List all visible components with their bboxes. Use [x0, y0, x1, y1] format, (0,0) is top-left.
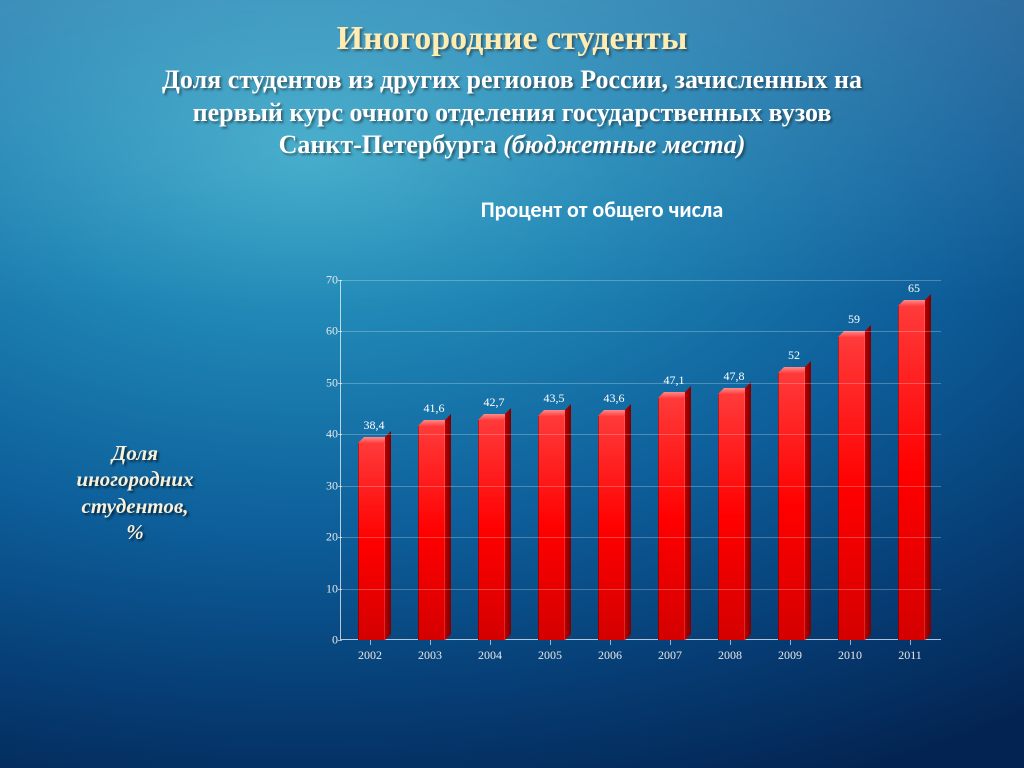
bar-side-face: [625, 404, 631, 640]
y-tick-mark: [338, 383, 342, 384]
x-tick-label: 2003: [418, 648, 442, 663]
bar-chart: 38,441,642,743,543,647,147,8525965 01020…: [300, 280, 950, 680]
y-tick-label: 50: [300, 375, 338, 390]
bar-side-face: [745, 382, 751, 640]
bar: [478, 420, 505, 640]
bar-side-face: [865, 325, 871, 640]
x-tick-mark: [550, 640, 551, 645]
gridline: [341, 280, 941, 281]
y-tick-mark: [338, 331, 342, 332]
y-tick-label: 60: [300, 324, 338, 339]
y-tick-label: 0: [300, 633, 338, 648]
x-tick-mark: [790, 640, 791, 645]
chart-title: Процент от общего числа: [180, 196, 1024, 223]
x-tick-mark: [730, 640, 731, 645]
value-label: 42,7: [469, 395, 519, 410]
y-tick-label: 30: [300, 478, 338, 493]
subtitle: Доля студентов из других регионов России…: [72, 64, 952, 162]
value-label: 47,1: [649, 373, 699, 388]
x-tick-label: 2002: [358, 648, 382, 663]
bar: [538, 416, 565, 640]
value-label: 43,5: [529, 391, 579, 406]
slide: Иногородние студенты Доля студентов из д…: [0, 0, 1024, 768]
y-axis-label-line-2: иногородних: [76, 467, 193, 491]
y-tick-label: 40: [300, 427, 338, 442]
value-label: 38,4: [349, 418, 399, 433]
subtitle-line-2: первый курс очного отделения государстве…: [193, 98, 832, 127]
bar-side-face: [805, 361, 811, 640]
y-tick-mark: [338, 280, 342, 281]
bar-side-face: [385, 431, 391, 640]
x-tick-label: 2007: [658, 648, 682, 663]
gridline: [341, 383, 941, 384]
gridline: [341, 434, 941, 435]
gridline: [341, 331, 941, 332]
bar: [778, 373, 805, 640]
chart-zone: Доля иногородних студентов, % 38,441,642…: [80, 260, 980, 730]
x-tick-mark: [670, 640, 671, 645]
y-axis-label-line-1: Доля: [112, 441, 158, 465]
y-tick-mark: [338, 589, 342, 590]
y-tick-mark: [338, 537, 342, 538]
y-axis-label: Доля иногородних студентов, %: [20, 440, 250, 545]
y-tick-mark: [338, 640, 342, 641]
gridline: [341, 486, 941, 487]
bar: [418, 426, 445, 640]
x-tick-mark: [850, 640, 851, 645]
bar: [598, 416, 625, 640]
bar: [358, 443, 385, 640]
bar-side-face: [685, 386, 691, 640]
main-title: Иногородние студенты: [0, 20, 1024, 58]
x-tick-label: 2010: [838, 648, 862, 663]
x-tick-mark: [610, 640, 611, 645]
x-tick-mark: [490, 640, 491, 645]
subtitle-line-1: Доля студентов из других регионов России…: [162, 65, 862, 94]
x-tick-label: 2009: [778, 648, 802, 663]
bar-side-face: [445, 414, 451, 640]
x-tick-label: 2005: [538, 648, 562, 663]
subtitle-line-3-plain: Санкт-Петербурга: [279, 130, 503, 159]
y-axis-label-line-4: %: [126, 520, 144, 544]
y-tick-mark: [338, 486, 342, 487]
bar-side-face: [565, 404, 571, 640]
plot-area: 38,441,642,743,543,647,147,8525965: [340, 280, 941, 640]
x-tick-label: 2008: [718, 648, 742, 663]
y-tick-label: 70: [300, 273, 338, 288]
bar-side-face: [505, 408, 511, 640]
x-tick-label: 2006: [598, 648, 622, 663]
value-label: 43,6: [589, 391, 639, 406]
gridline: [341, 589, 941, 590]
value-label: 52: [769, 348, 819, 363]
value-label: 41,6: [409, 401, 459, 416]
gridline: [341, 537, 941, 538]
x-tick-mark: [430, 640, 431, 645]
x-tick-mark: [370, 640, 371, 645]
bars-container: 38,441,642,743,543,647,147,8525965: [341, 280, 941, 640]
value-label: 65: [889, 281, 939, 296]
subtitle-line-3-italic: (бюджетные места): [503, 130, 745, 159]
y-axis-label-line-3: студентов,: [82, 494, 189, 518]
y-tick-mark: [338, 434, 342, 435]
value-label: 59: [829, 312, 879, 327]
bar: [718, 394, 745, 640]
y-tick-label: 10: [300, 581, 338, 596]
y-tick-label: 20: [300, 530, 338, 545]
x-tick-label: 2011: [898, 648, 922, 663]
bar: [898, 306, 925, 640]
x-tick-mark: [910, 640, 911, 645]
x-tick-label: 2004: [478, 648, 502, 663]
